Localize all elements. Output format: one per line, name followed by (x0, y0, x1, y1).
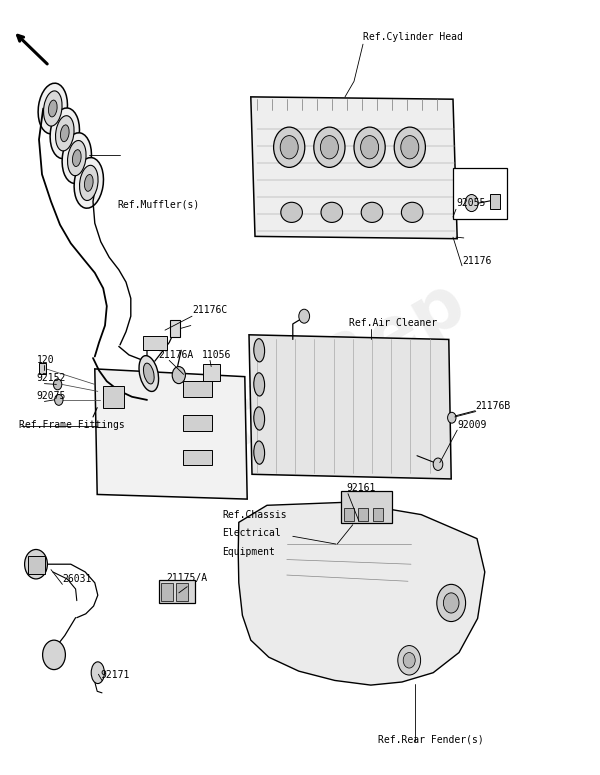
Ellipse shape (38, 83, 67, 134)
Text: Electrical: Electrical (222, 529, 281, 539)
Circle shape (437, 584, 466, 622)
Circle shape (398, 646, 421, 675)
Bar (203, 364, 220, 381)
Text: 26031: 26031 (62, 574, 92, 584)
Text: 21175/A: 21175/A (167, 574, 208, 584)
Text: 92055: 92055 (456, 198, 485, 208)
Circle shape (314, 127, 345, 167)
Text: 92171: 92171 (101, 670, 130, 680)
Text: Ref.Cylinder Head: Ref.Cylinder Head (363, 33, 463, 43)
Ellipse shape (254, 373, 265, 396)
Bar (176, 583, 188, 601)
Bar (490, 194, 500, 209)
Circle shape (55, 394, 63, 405)
Circle shape (401, 136, 419, 159)
Bar (373, 508, 383, 521)
Ellipse shape (281, 202, 302, 222)
Bar (28, 556, 45, 574)
Text: 120: 120 (37, 355, 55, 365)
Ellipse shape (85, 174, 93, 191)
Bar (103, 386, 124, 408)
Circle shape (43, 640, 65, 670)
Ellipse shape (50, 108, 79, 159)
Ellipse shape (80, 165, 98, 201)
Bar (341, 491, 392, 523)
Ellipse shape (49, 100, 57, 117)
Circle shape (465, 195, 478, 212)
Ellipse shape (254, 407, 265, 430)
Ellipse shape (139, 356, 158, 391)
Text: Ref.Chassis: Ref.Chassis (222, 510, 287, 520)
Ellipse shape (74, 157, 103, 208)
Circle shape (280, 136, 298, 159)
Text: 21176C: 21176C (192, 305, 227, 315)
Text: Ref.Rear Fender(s): Ref.Rear Fender(s) (378, 735, 484, 745)
Circle shape (354, 127, 385, 167)
Text: 92075: 92075 (36, 391, 65, 401)
Ellipse shape (143, 363, 154, 384)
Text: 21176B: 21176B (476, 401, 511, 412)
Bar (344, 508, 354, 521)
Text: 21176: 21176 (462, 256, 491, 266)
Ellipse shape (361, 202, 383, 222)
Polygon shape (238, 502, 485, 685)
Bar (183, 381, 212, 397)
Bar (183, 415, 212, 431)
Text: 92009: 92009 (457, 420, 487, 430)
Circle shape (433, 458, 443, 470)
Circle shape (25, 549, 47, 579)
Bar (161, 583, 173, 601)
Ellipse shape (401, 202, 423, 222)
Circle shape (443, 593, 459, 613)
Ellipse shape (73, 150, 81, 167)
Text: Equipment: Equipment (222, 547, 275, 557)
Ellipse shape (254, 441, 265, 464)
Bar (143, 336, 167, 350)
Polygon shape (95, 369, 247, 499)
Ellipse shape (56, 115, 74, 151)
Ellipse shape (68, 140, 86, 176)
Text: Ref.Frame Fittings: Ref.Frame Fittings (19, 420, 125, 430)
Circle shape (361, 136, 379, 159)
Ellipse shape (91, 662, 104, 684)
Circle shape (403, 653, 415, 668)
Text: PartsRep: PartsRep (123, 265, 477, 510)
Circle shape (172, 367, 185, 384)
Text: 21176A: 21176A (158, 350, 194, 360)
Bar (39, 363, 46, 374)
Text: 92161: 92161 (347, 483, 376, 493)
Circle shape (394, 127, 425, 167)
Bar (159, 580, 195, 603)
Ellipse shape (61, 125, 69, 142)
Circle shape (448, 412, 456, 423)
Circle shape (274, 127, 305, 167)
Ellipse shape (44, 91, 62, 126)
Ellipse shape (254, 339, 265, 362)
Text: Ref.Air Cleaner: Ref.Air Cleaner (349, 318, 437, 328)
Polygon shape (251, 97, 457, 239)
Bar (453, 168, 507, 219)
Circle shape (320, 136, 338, 159)
Circle shape (299, 309, 310, 323)
Circle shape (53, 379, 62, 390)
Text: 92152: 92152 (36, 374, 65, 384)
Bar (170, 320, 180, 337)
Bar (183, 449, 212, 465)
Ellipse shape (62, 133, 91, 184)
Polygon shape (249, 335, 451, 479)
Ellipse shape (321, 202, 343, 222)
Bar (358, 508, 368, 521)
Text: Ref.Muffler(s): Ref.Muffler(s) (118, 200, 200, 210)
Text: 11056: 11056 (202, 350, 231, 360)
